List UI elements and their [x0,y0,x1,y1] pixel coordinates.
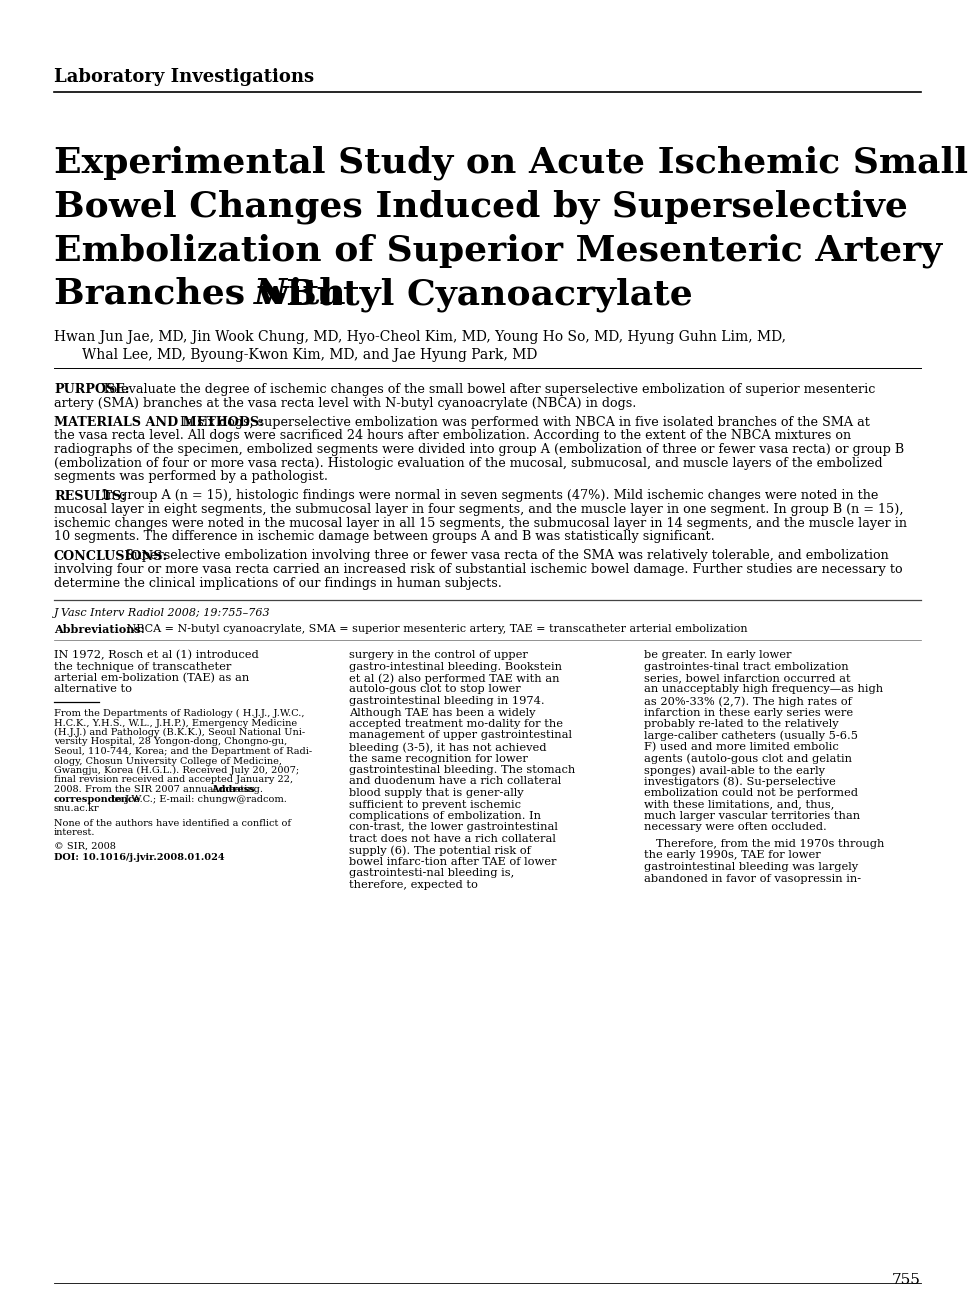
Text: correspondence: correspondence [54,795,141,804]
Text: Superselective embolization involving three or fewer vasa recta of the SMA was r: Superselective embolization involving th… [121,549,888,562]
Text: Seoul, 110-744, Korea; and the Department of Radi-: Seoul, 110-744, Korea; and the Departmen… [54,746,312,756]
Text: segments was performed by a pathologist.: segments was performed by a pathologist. [54,470,328,483]
Text: con-trast, the lower gastrointestinal: con-trast, the lower gastrointestinal [349,822,558,833]
Text: blood supply that is gener-ally: blood supply that is gener-ally [349,788,524,797]
Text: the technique of transcatheter: the technique of transcatheter [54,662,231,672]
Text: (H.J.J.) and Pathology (B.K.K.), Seoul National Uni-: (H.J.J.) and Pathology (B.K.K.), Seoul N… [54,728,305,737]
Text: the early 1990s, TAE for lower: the early 1990s, TAE for lower [644,851,821,860]
Text: Bowel Changes Induced by Superselective: Bowel Changes Induced by Superselective [54,189,908,223]
Text: (embolization of four or more vasa recta). Histologic evaluation of the mucosal,: (embolization of four or more vasa recta… [54,457,882,470]
Text: bowel infarc-tion after TAE of lower: bowel infarc-tion after TAE of lower [349,857,557,867]
Text: final revision received and accepted January 22,: final revision received and accepted Jan… [54,775,293,784]
Text: RESULTS:: RESULTS: [54,489,126,502]
Text: gastrointes-tinal tract embolization: gastrointes-tinal tract embolization [644,662,848,672]
Text: interest.: interest. [54,827,96,837]
Text: investigators (8). Su-perselective: investigators (8). Su-perselective [644,776,836,787]
Text: gastro-intestinal bleeding. Bookstein: gastro-intestinal bleeding. Bookstein [349,662,562,672]
Text: surgery in the control of upper: surgery in the control of upper [349,650,527,660]
Text: agents (autolo-gous clot and gelatin: agents (autolo-gous clot and gelatin [644,753,852,763]
Text: 10 segments. The difference in ischemic damage between groups A and B was statis: 10 segments. The difference in ischemic … [54,530,715,543]
Text: © SIR, 2008: © SIR, 2008 [54,842,116,851]
Text: accepted treatment mo-dality for the: accepted treatment mo-dality for the [349,719,563,729]
Text: and duodenum have a rich collateral: and duodenum have a rich collateral [349,776,562,787]
Text: To evaluate the degree of ischemic changes of the small bowel after superselecti: To evaluate the degree of ischemic chang… [98,382,876,395]
Text: Laboratory Investigations: Laboratory Investigations [54,68,314,86]
Text: J Vasc Interv Radiol 2008; 19:755–763: J Vasc Interv Radiol 2008; 19:755–763 [54,608,271,619]
Text: ology, Chosun University College of Medicine,: ology, Chosun University College of Medi… [54,757,282,766]
Text: et al (2) also performed TAE with an: et al (2) also performed TAE with an [349,673,560,684]
Text: alternative to: alternative to [54,685,132,694]
Text: large-caliber catheters (usually 5-6.5: large-caliber catheters (usually 5-6.5 [644,731,858,741]
Text: IN 1972, Rosch et al (1) introduced: IN 1972, Rosch et al (1) introduced [54,650,258,660]
Text: F) used and more limited embolic: F) used and more limited embolic [644,743,838,752]
Text: snu.ac.kr: snu.ac.kr [54,804,99,813]
Text: Whal Lee, MD, Byoung-Kwon Kim, MD, and Jae Hyung Park, MD: Whal Lee, MD, Byoung-Kwon Kim, MD, and J… [82,348,537,361]
Text: PURPOSE:: PURPOSE: [54,382,130,395]
Text: probably re-lated to the relatively: probably re-lated to the relatively [644,719,838,729]
Text: an unacceptably high frequency—as high: an unacceptably high frequency—as high [644,685,883,694]
Text: radiographs of the specimen, embolized segments were divided into group A (embol: radiographs of the specimen, embolized s… [54,442,904,455]
Text: determine the clinical implications of our findings in human subjects.: determine the clinical implications of o… [54,577,502,590]
Text: Abbreviations:: Abbreviations: [54,624,144,636]
Text: In six dogs, superselective embolization was performed with NBCA in five isolate: In six dogs, superselective embolization… [176,416,870,429]
Text: be greater. In early lower: be greater. In early lower [644,650,792,660]
Text: From the Departments of Radiology ( H.J.J., J.W.C.,: From the Departments of Radiology ( H.J.… [54,709,304,718]
Text: sufficient to prevent ischemic: sufficient to prevent ischemic [349,800,521,809]
Text: N: N [254,277,288,311]
Text: Branches with: Branches with [54,277,358,311]
Text: versity Hospital, 28 Yongon-dong, Chongno-gu,: versity Hospital, 28 Yongon-dong, Chongn… [54,737,288,746]
Text: the vasa recta level. All dogs were sacrificed 24 hours after embolization. Acco: the vasa recta level. All dogs were sacr… [54,429,851,442]
Text: mucosal layer in eight segments, the submucosal layer in four segments, and the : mucosal layer in eight segments, the sub… [54,502,904,515]
Text: with these limitations, and, thus,: with these limitations, and, thus, [644,800,835,809]
Text: management of upper gastrointestinal: management of upper gastrointestinal [349,731,572,740]
Text: abandoned in favor of vasopressin in-: abandoned in favor of vasopressin in- [644,873,861,883]
Text: to J.W.C.; E-mail: chungw@radcom.: to J.W.C.; E-mail: chungw@radcom. [109,795,287,804]
Text: CONCLUSIONS:: CONCLUSIONS: [54,549,168,562]
Text: supply (6). The potential risk of: supply (6). The potential risk of [349,846,530,856]
Text: arterial em-bolization (TAE) as an: arterial em-bolization (TAE) as an [54,673,250,684]
Text: NBCA = N-butyl cyanoacrylate, SMA = superior mesenteric artery, TAE = transcathe: NBCA = N-butyl cyanoacrylate, SMA = supe… [116,624,748,634]
Text: MATERIALS AND METHODS:: MATERIALS AND METHODS: [54,416,264,429]
Text: Although TAE has been a widely: Although TAE has been a widely [349,707,535,718]
Text: 2008. From the SIR 2007 annual meeting.: 2008. From the SIR 2007 annual meeting. [54,786,266,793]
Text: Embolization of Superior Mesenteric Artery: Embolization of Superior Mesenteric Arte… [54,234,942,268]
Text: Gwangju, Korea (H.G.L.). Received July 20, 2007;: Gwangju, Korea (H.G.L.). Received July 2… [54,766,299,775]
Text: autolo-gous clot to stop lower: autolo-gous clot to stop lower [349,685,521,694]
Text: ischemic changes were noted in the mucosal layer in all 15 segments, the submuco: ischemic changes were noted in the mucos… [54,517,907,530]
Text: Experimental Study on Acute Ischemic Small: Experimental Study on Acute Ischemic Sma… [54,145,968,180]
Text: DOI: 10.1016/j.jvir.2008.01.024: DOI: 10.1016/j.jvir.2008.01.024 [54,853,224,863]
Text: gastrointesti-nal bleeding is,: gastrointesti-nal bleeding is, [349,869,514,878]
Text: much larger vascular territories than: much larger vascular territories than [644,810,860,821]
Text: gastrointestinal bleeding was largely: gastrointestinal bleeding was largely [644,863,858,872]
Text: H.C.K., Y.H.S., W.L., J.H.P.), Emergency Medicine: H.C.K., Y.H.S., W.L., J.H.P.), Emergency… [54,719,297,728]
Text: involving four or more vasa recta carried an increased risk of substantial ische: involving four or more vasa recta carrie… [54,562,903,576]
Text: therefore, expected to: therefore, expected to [349,880,478,890]
Text: infarction in these early series were: infarction in these early series were [644,707,853,718]
Text: complications of embolization. In: complications of embolization. In [349,810,541,821]
Text: as 20%-33% (2,7). The high rates of: as 20%-33% (2,7). The high rates of [644,696,852,706]
Text: artery (SMA) branches at the vasa recta level with N-butyl cyanoacrylate (NBCA) : artery (SMA) branches at the vasa recta … [54,397,637,410]
Text: Therefore, from the mid 1970s through: Therefore, from the mid 1970s through [656,839,884,850]
Text: -Butyl Cyanoacrylate: -Butyl Cyanoacrylate [271,277,693,312]
Text: In group A (n = 15), histologic findings were normal in seven segments (47%). Mi: In group A (n = 15), histologic findings… [98,489,878,502]
Text: gastrointestinal bleeding. The stomach: gastrointestinal bleeding. The stomach [349,765,575,775]
Text: sponges) avail-able to the early: sponges) avail-able to the early [644,765,825,775]
Text: series, bowel infarction occurred at: series, bowel infarction occurred at [644,673,850,683]
Text: gastrointestinal bleeding in 1974.: gastrointestinal bleeding in 1974. [349,696,545,706]
Text: None of the authors have identified a conflict of: None of the authors have identified a co… [54,818,291,827]
Text: Address: Address [212,786,254,793]
Text: bleeding (3-5), it has not achieved: bleeding (3-5), it has not achieved [349,743,547,753]
Text: tract does not have a rich collateral: tract does not have a rich collateral [349,834,556,844]
Text: Hwan Jun Jae, MD, Jin Wook Chung, MD, Hyo-Cheol Kim, MD, Young Ho So, MD, Hyung : Hwan Jun Jae, MD, Jin Wook Chung, MD, Hy… [54,330,786,345]
Text: necessary were often occluded.: necessary were often occluded. [644,822,827,833]
Text: 755: 755 [892,1272,921,1287]
Text: the same recognition for lower: the same recognition for lower [349,753,527,763]
Text: embolization could not be performed: embolization could not be performed [644,788,858,797]
